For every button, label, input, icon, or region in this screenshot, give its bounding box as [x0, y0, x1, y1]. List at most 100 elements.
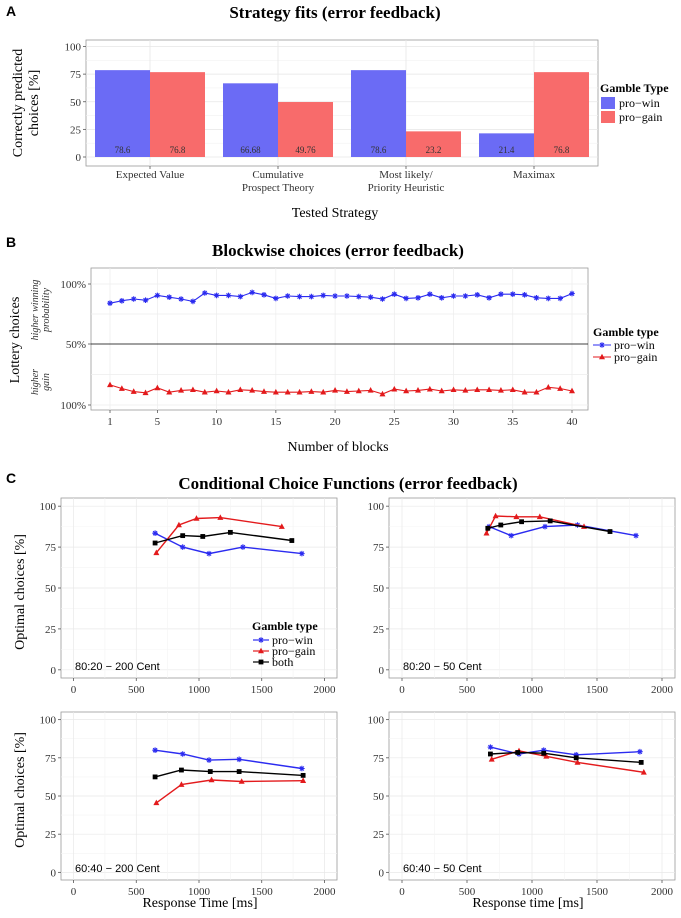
panel-b-ylabel-upper-2: probability — [41, 287, 52, 333]
panel-b-point-pro-win — [391, 291, 398, 297]
panel-c-point-pro-win — [236, 756, 242, 763]
panel-letter-b: B — [6, 234, 16, 250]
panel-c-ytick-label: 25 — [45, 829, 57, 841]
panel-b-point-pro-gain — [237, 386, 244, 393]
panel-c-point-pro-win — [179, 544, 186, 550]
panel-c-point-both — [180, 533, 186, 539]
panel-b-legend-marker — [599, 342, 605, 348]
panel-b-point-pro-win — [308, 293, 315, 300]
panel-a-ytick-label: 25 — [70, 124, 82, 136]
panel-b-point-pro-gain — [367, 387, 374, 393]
panel-b-point-pro-gain — [189, 386, 196, 393]
panel-b-point-pro-gain — [118, 385, 125, 391]
panel-b-point-pro-win — [545, 295, 552, 302]
panel-b-ylabel: Lottery choices — [8, 297, 23, 384]
panel-a-legend-key-pro-gain — [601, 111, 615, 123]
panel-c-point-both — [607, 529, 613, 534]
panel-b-point-pro-gain — [130, 388, 137, 394]
panel-c-xtick-label: 2000 — [651, 684, 674, 696]
panel-b-point-pro-win — [201, 290, 208, 296]
panel-b-point-pro-win — [154, 292, 161, 299]
panel-b-point-pro-win — [225, 292, 232, 299]
panel-c-point-both — [515, 750, 521, 755]
panel-c-point-both — [498, 522, 504, 528]
panel-a-legend-label-pro-gain: pro−gain — [619, 110, 662, 124]
panel-b-point-pro-win — [107, 300, 113, 306]
panel-c-point-pro-gain — [300, 777, 307, 784]
panel-c-ytick-label: 50 — [45, 583, 57, 595]
panel-b-xtick-label: 5 — [155, 416, 161, 428]
panel-c-point-pro-gain — [574, 759, 581, 765]
panel-c-point-both — [227, 529, 233, 535]
panel-a-ylabel-line2: choices [%] — [27, 70, 42, 136]
panel-b-point-pro-gain — [154, 384, 161, 391]
panel-b-point-pro-win — [213, 292, 220, 299]
panel-a-bar-value-label: 21.4 — [499, 145, 515, 155]
panel-c-condition-label: 60:40 − 50 Cent — [403, 863, 482, 875]
panel-c-point-pro-gain — [488, 756, 495, 762]
panel-b-series-line-pro-gain — [109, 384, 573, 395]
panel-c-point-pro-win — [179, 751, 186, 757]
panel-a-ytick-label: 0 — [76, 152, 82, 164]
panel-c-xtick-label: 500 — [128, 684, 145, 696]
panel-c-point-pro-win — [152, 530, 158, 536]
panel-c-point-pro-gain — [640, 769, 647, 775]
panel-c-ytick-label: 0 — [379, 867, 385, 879]
panel-c-point-pro-win — [542, 523, 548, 530]
panel-b-point-pro-win — [261, 292, 267, 298]
panel-b-point-pro-gain — [569, 387, 575, 394]
panel-c-legend-label: pro−win — [272, 633, 313, 647]
panel-b-point-pro-gain — [462, 387, 469, 393]
panel-b-point-pro-win — [119, 298, 125, 304]
panel-c-condition-label: 80:20 − 50 Cent — [403, 661, 482, 673]
panel-b-point-pro-win — [249, 289, 255, 296]
panel-b-point-pro-gain — [557, 385, 564, 391]
panel-b-point-pro-gain — [415, 387, 421, 393]
panel-c-point-both — [152, 540, 158, 546]
panel-b-point-pro-gain — [308, 388, 315, 394]
panel-b-xtick-label: 1 — [107, 416, 113, 428]
panel-b-point-pro-gain — [201, 388, 208, 395]
panel-a-title: Strategy fits (error feedback) — [229, 3, 440, 22]
panel-c-point-pro-gain — [483, 529, 490, 536]
panel-b-point-pro-gain — [213, 387, 220, 394]
panel-a: Strategy fits (error feedback) 78.6 76.8 6… — [11, 3, 669, 221]
panel-b-point-pro-win — [273, 295, 279, 302]
panel-b-point-pro-gain — [545, 384, 552, 390]
panel-b-ylabel-upper-1: higher winning — [30, 280, 41, 341]
panel-c-point-pro-win — [540, 747, 547, 753]
panel-c-legend-marker — [258, 637, 264, 643]
panel-a-bar — [278, 102, 333, 157]
panel-a-bar — [223, 83, 278, 157]
panel-b-point-pro-gain — [391, 385, 398, 392]
panel-b-point-pro-win — [367, 294, 374, 300]
panel-b-point-pro-win — [498, 291, 504, 297]
panel-c-xtick-label: 1000 — [521, 886, 544, 898]
panel-c-xtick-label: 1000 — [521, 684, 544, 696]
panel-b-ytick-label: 100% — [60, 279, 86, 291]
panel-c-point-both — [289, 538, 295, 543]
panel-b-point-pro-win — [557, 295, 563, 302]
panel-c-ytick-label: 25 — [45, 624, 57, 636]
panel-c-ytick-label: 100 — [40, 501, 57, 513]
panel-c-point-pro-win — [206, 757, 212, 763]
panel-a-bar-value-label: 66.68 — [240, 145, 261, 155]
panel-a-bar — [406, 131, 461, 157]
panel-c-point-both — [200, 534, 206, 539]
panel-a-bar-value-label: 76.8 — [554, 145, 570, 155]
panel-a-ytick-label: 100 — [65, 42, 82, 54]
panel-a-ylabel-line1: Correctly predicted — [11, 49, 26, 157]
panel-c-point-both — [488, 751, 493, 757]
panel-c-point-pro-gain — [153, 549, 160, 556]
panel-b-point-pro-win — [130, 296, 137, 302]
panel-a-legend-label-pro-win: pro−win — [619, 96, 660, 110]
panel-b-point-pro-win — [355, 293, 362, 300]
panel-c-legend-marker — [258, 647, 264, 654]
panel-c-point-both — [541, 750, 547, 756]
panel-b-point-pro-win — [237, 293, 244, 300]
panel-c-point-pro-gain — [492, 512, 499, 519]
panel-b-point-pro-win — [178, 296, 184, 302]
panel-c-ytick-label: 50 — [373, 791, 385, 803]
panel-b-point-pro-win — [509, 291, 516, 297]
